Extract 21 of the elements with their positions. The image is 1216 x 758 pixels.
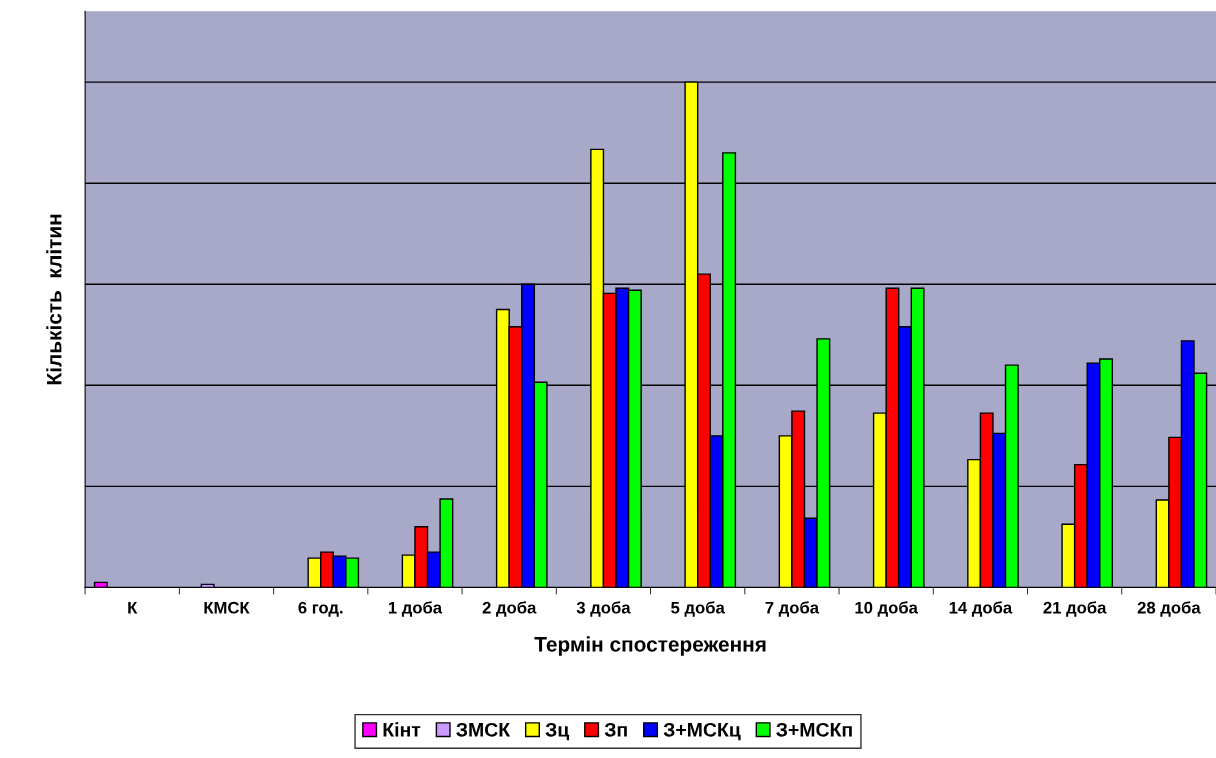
x-tick-label: 7 доба	[765, 601, 820, 617]
legend-label: Зп	[604, 722, 627, 737]
x-tick-label: 2 доба	[482, 601, 537, 617]
x-tick-label: 28 доба	[1137, 601, 1201, 617]
legend-label: ЗМСК	[456, 722, 511, 737]
x-tick-label: 1 доба	[388, 601, 443, 617]
x-axis-title: Термін спостереження	[534, 636, 766, 656]
x-tick-label: 6 год.	[298, 601, 343, 617]
y-axis-title: Кількість клітин	[46, 214, 62, 385]
x-tick-label: 3 доба	[576, 601, 631, 617]
x-tick-label: КМСК	[204, 601, 250, 614]
legend-label: Кінт	[383, 722, 421, 737]
legend-label: З+МСКп	[776, 722, 852, 737]
x-tick-label: 21 доба	[1043, 601, 1107, 617]
legend-label: З+МСКц	[663, 722, 741, 741]
legend-label: Зц	[545, 722, 570, 741]
bar	[93, 581, 108, 588]
x-tick-label: К	[128, 601, 138, 614]
x-tick-label: 14 доба	[949, 601, 1013, 617]
x-tick-label: 10 доба	[855, 601, 919, 617]
x-tick-label: 5 доба	[671, 601, 725, 617]
